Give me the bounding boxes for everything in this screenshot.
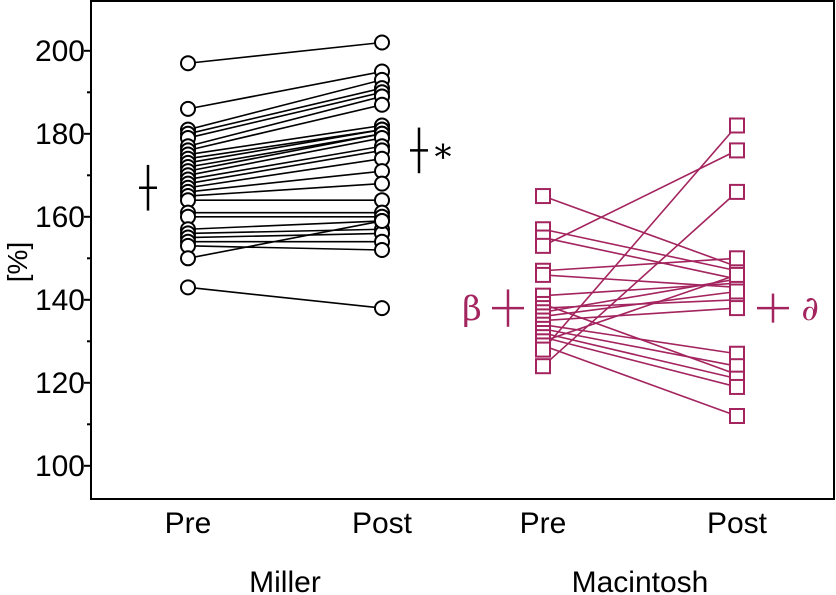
data-point-post	[729, 183, 745, 200]
subject-line	[187, 170, 383, 193]
subject-line	[187, 79, 383, 131]
subject-line	[187, 137, 383, 177]
subject-line	[542, 332, 738, 380]
subject-line	[542, 344, 738, 417]
subject-line	[542, 278, 738, 314]
x-tick-label-post: Post	[707, 507, 768, 540]
series-miller	[180, 34, 390, 317]
subject-line	[542, 124, 738, 351]
data-point-post	[729, 378, 745, 395]
subject-line	[187, 157, 383, 189]
x-tick-label-pre: Pre	[520, 507, 567, 540]
subject-line	[187, 128, 383, 164]
subject-line	[187, 41, 383, 65]
data-point-post	[374, 96, 390, 113]
data-point-pre	[535, 266, 551, 283]
data-point-post	[729, 117, 745, 134]
data-point-pre	[180, 250, 196, 267]
subject-line	[542, 274, 738, 343]
subject-line	[542, 195, 738, 268]
annotation-post: *	[435, 137, 452, 177]
subject-line	[187, 124, 383, 156]
subject-line	[542, 328, 738, 367]
subject-line	[187, 149, 383, 185]
group-label: Macintosh	[572, 566, 709, 595]
subject-line	[542, 307, 738, 322]
y-tick-label: 140	[35, 284, 85, 317]
subject-line	[187, 182, 383, 197]
subject-line	[542, 336, 738, 388]
subject-line	[187, 228, 383, 235]
subject-line	[187, 232, 383, 239]
subject-line	[187, 95, 383, 148]
subject-line	[542, 149, 738, 247]
series-macintosh	[535, 117, 745, 424]
data-point-pre	[535, 237, 551, 254]
data-point-pre	[180, 55, 196, 72]
plot-area-frame	[90, 0, 835, 500]
subject-line	[542, 236, 738, 280]
y-tick-label: 180	[35, 118, 85, 151]
data-point-post	[729, 283, 745, 300]
data-point-post	[729, 408, 745, 424]
y-tick-label: 100	[35, 450, 85, 483]
subject-line	[187, 103, 383, 152]
y-tick-label: 200	[35, 35, 85, 68]
data-point-post	[729, 250, 745, 267]
data-point-pre	[535, 341, 551, 358]
data-point-pre	[180, 100, 196, 117]
data-point-post	[374, 242, 390, 258]
x-tick-label-pre: Pre	[165, 507, 212, 540]
subject-line	[187, 286, 383, 309]
group-label: Miller	[249, 566, 321, 595]
annotation-post: ∂	[801, 289, 819, 329]
data-point-pre	[535, 188, 551, 205]
subject-line	[542, 257, 738, 272]
subject-line	[187, 91, 383, 139]
subject-line	[187, 220, 383, 260]
x-tick-label-post: Post	[352, 507, 413, 540]
data-point-post	[374, 300, 390, 317]
subject-line	[187, 245, 383, 251]
data-point-post	[374, 34, 390, 51]
data-point-pre	[535, 358, 551, 375]
subject-line	[187, 220, 383, 231]
data-point-pre	[180, 279, 196, 296]
subject-line	[187, 70, 383, 110]
y-axis: 100 120 140 160 180 200	[35, 35, 91, 483]
data-point-post	[729, 266, 745, 283]
data-point-post	[374, 175, 390, 192]
x-axis-labels: Pre Post Miller Pre Post Macintosh	[165, 507, 768, 595]
annotation-pre: β	[462, 289, 482, 329]
data-point-post	[729, 300, 745, 317]
subject-line	[542, 191, 738, 367]
subject-line	[187, 145, 383, 181]
subject-line	[542, 228, 738, 272]
data-point-post	[729, 142, 745, 159]
subject-line	[187, 87, 383, 135]
subject-line	[187, 133, 383, 172]
y-tick-label: 120	[35, 367, 85, 400]
y-tick-label: 160	[35, 201, 85, 234]
series-layer	[180, 34, 745, 424]
y-axis-label: [%]	[2, 242, 33, 282]
summary-layer: * β ∂	[139, 127, 819, 329]
data-point-post	[374, 212, 390, 229]
